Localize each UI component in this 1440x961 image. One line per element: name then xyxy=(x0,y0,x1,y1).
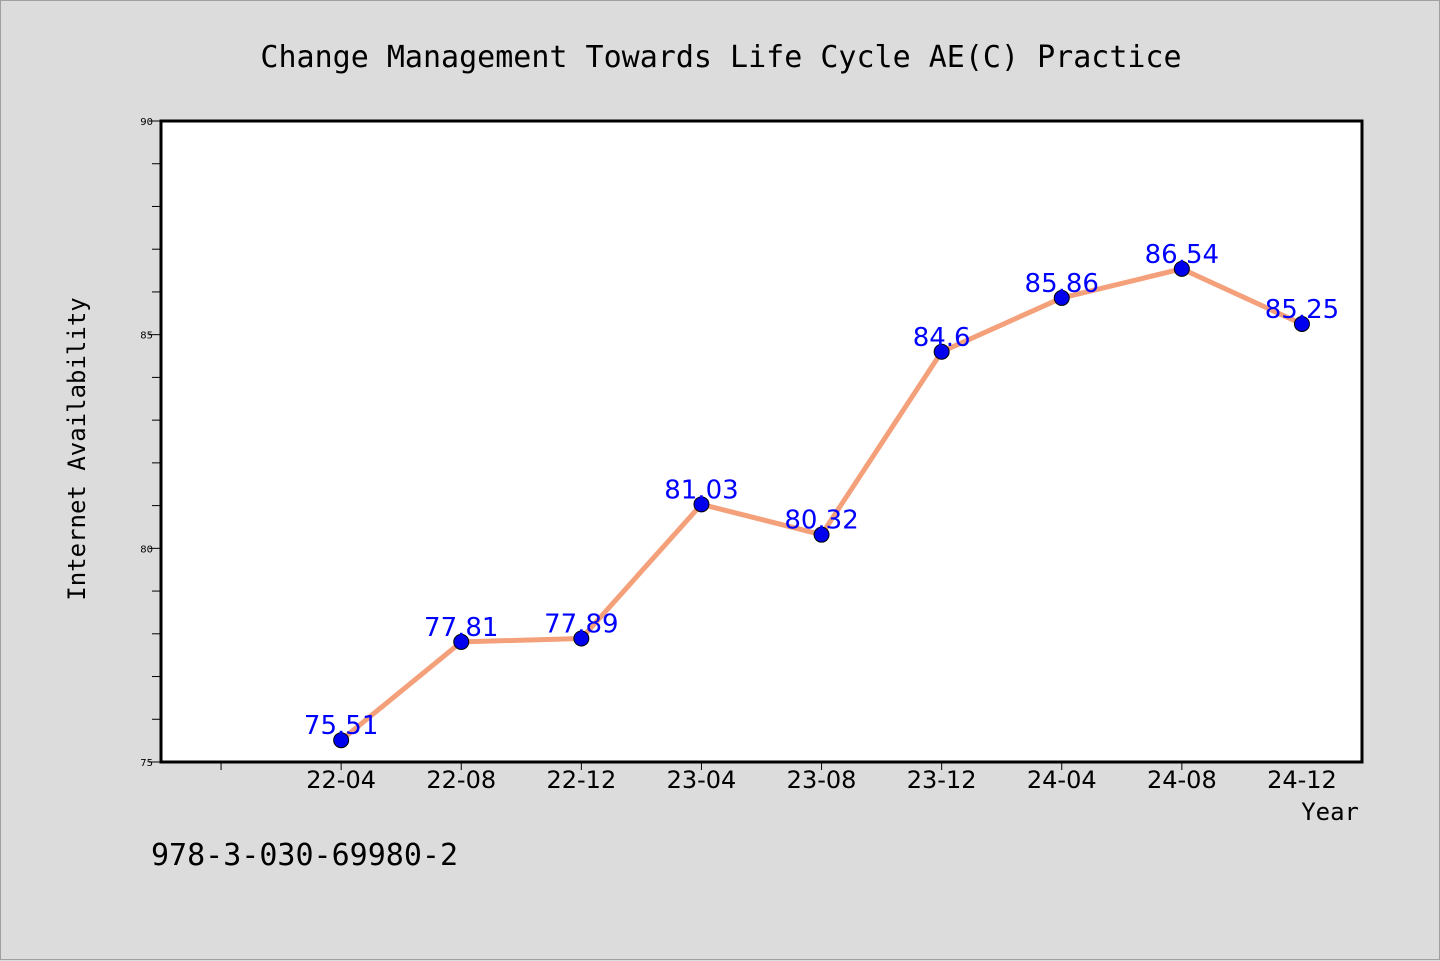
x-tick-label: 24-04 xyxy=(1027,766,1097,794)
x-tick-label: 23-04 xyxy=(667,766,737,794)
data-point xyxy=(1173,260,1190,277)
series-line-group xyxy=(333,260,1310,749)
footnote-isbn: 978-3-030-69980-2 xyxy=(151,838,458,873)
x-tick-label: 22-12 xyxy=(546,766,616,794)
y-tick-label: 90 xyxy=(140,117,153,128)
data-label: 77.81 xyxy=(424,613,498,643)
y-tick-label: 75 xyxy=(140,758,153,769)
data-label: 80.32 xyxy=(784,506,858,536)
x-tick-label: 23-08 xyxy=(787,766,857,794)
y-tick-label: 85 xyxy=(140,331,153,342)
data-label: 86.54 xyxy=(1145,240,1219,270)
x-tick-label: 23-12 xyxy=(907,766,977,794)
data-point xyxy=(1293,315,1310,332)
data-point xyxy=(693,496,710,513)
data-label: 77.89 xyxy=(544,610,618,640)
data-point xyxy=(813,526,830,543)
x-tick-label: 24-12 xyxy=(1267,766,1337,794)
data-point xyxy=(933,343,950,360)
chart-title: Change Management Towards Life Cycle AE(… xyxy=(260,40,1181,75)
x-tick-label: 22-04 xyxy=(306,766,376,794)
data-label: 85.25 xyxy=(1265,295,1339,325)
data-labels: 75.51 77.81 77.89 81.03 80.32 84.6 85.86 86.54 8… xyxy=(304,240,1339,741)
y-tick-label: 80 xyxy=(140,544,153,555)
data-point xyxy=(333,732,350,749)
data-label: 85.86 xyxy=(1025,269,1099,299)
x-tick-label: 22-08 xyxy=(426,766,496,794)
data-point xyxy=(453,633,470,650)
data-label: 81.03 xyxy=(664,475,738,505)
data-label: 75.51 xyxy=(304,711,378,741)
data-label: 84.6 xyxy=(913,323,971,353)
x-tick-label: 24-08 xyxy=(1147,766,1217,794)
y-axis-label: Internet Availability xyxy=(63,297,91,600)
data-point xyxy=(1053,289,1070,306)
y-axis: 75 80 85 90 xyxy=(140,117,160,769)
x-axis-label: Year xyxy=(1301,798,1359,826)
plot-area xyxy=(159,119,1364,764)
data-point xyxy=(573,630,590,647)
x-axis: 22-04 22-08 22-12 23-04 23-08 23-12 24-04 24-08… xyxy=(220,762,1337,794)
